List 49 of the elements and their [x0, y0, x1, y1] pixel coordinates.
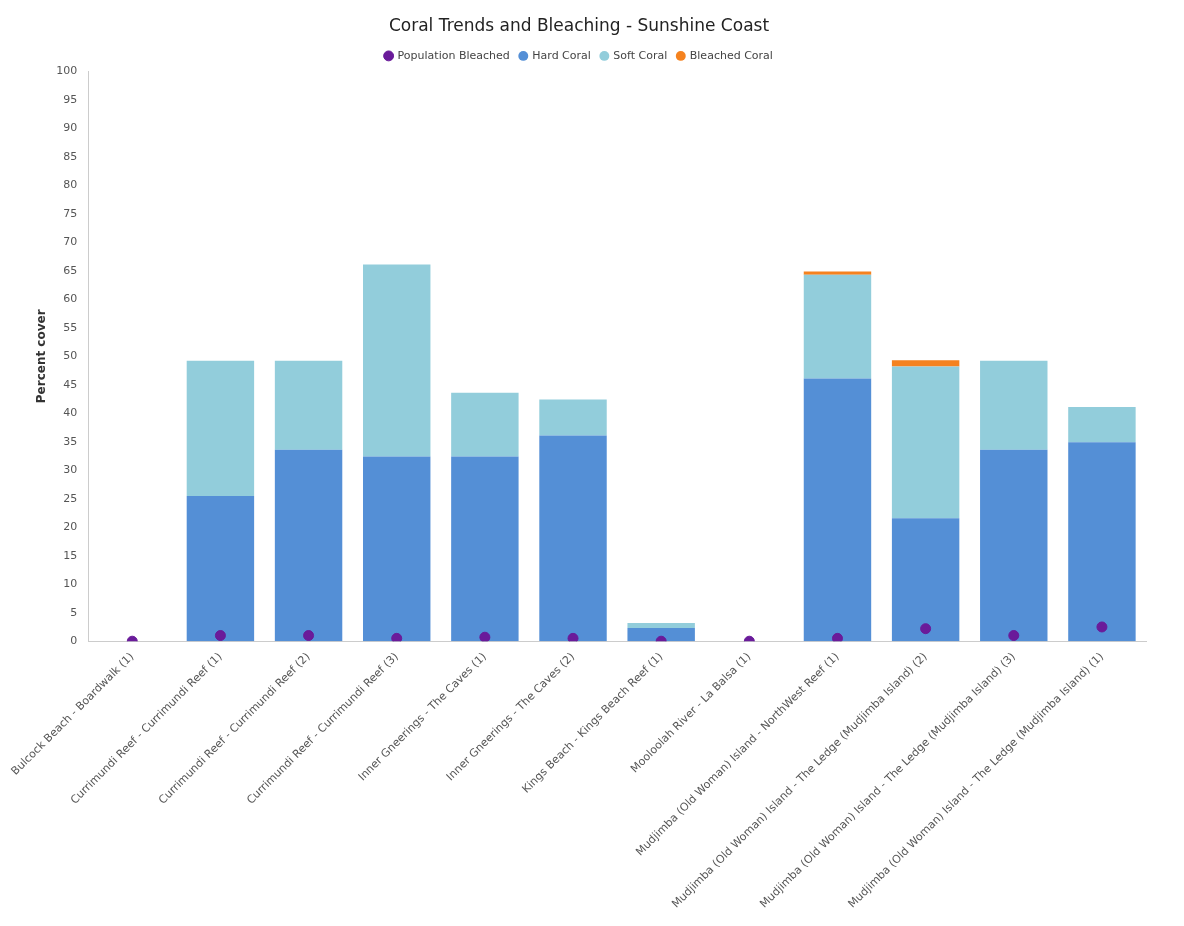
- legend-label: Soft Coral: [613, 48, 668, 62]
- legend-label: Population Bleached: [397, 48, 510, 62]
- bar: [186, 360, 255, 496]
- y-tick-label: 100: [56, 64, 78, 78]
- bar: [891, 360, 960, 367]
- bar: [1068, 407, 1136, 443]
- y-tick-label: 95: [63, 92, 78, 106]
- bar: [803, 274, 872, 379]
- y-tick-label: 60: [63, 292, 78, 306]
- y-tick-label: 80: [63, 178, 78, 192]
- y-tick-label: 55: [63, 320, 78, 334]
- y-tick-label: 5: [70, 605, 78, 619]
- bar: [1068, 442, 1136, 642]
- y-tick-label: 0: [70, 634, 78, 648]
- bar: [891, 518, 960, 642]
- y-tick-label: 15: [63, 548, 78, 562]
- bar: [539, 435, 607, 642]
- bar: [980, 449, 1048, 642]
- bar: [451, 392, 519, 457]
- bar: [980, 360, 1048, 450]
- y-tick-label: 20: [63, 520, 78, 534]
- chart-title: Coral Trends and Bleaching - Sunshine Coast: [388, 14, 770, 35]
- bar: [627, 628, 695, 642]
- y-tick-label: 35: [63, 434, 78, 448]
- bar: [891, 366, 960, 519]
- bar: [451, 456, 519, 642]
- y-tick-label: 10: [63, 577, 78, 591]
- bar: [539, 399, 607, 436]
- y-axis-title: Percent cover: [34, 309, 49, 404]
- bar: [627, 622, 695, 629]
- y-tick-label: 85: [63, 149, 78, 163]
- y-tick-label: 65: [63, 263, 78, 277]
- bar: [803, 271, 872, 275]
- y-tick-label: 25: [63, 491, 78, 505]
- y-tick-label: 70: [63, 235, 78, 249]
- y-tick-label: 50: [63, 349, 78, 363]
- y-tick-label: 40: [63, 406, 78, 420]
- bar: [363, 264, 431, 457]
- y-tick-label: 75: [63, 206, 78, 220]
- bar: [363, 456, 431, 642]
- bar: [274, 360, 343, 450]
- bar: [186, 495, 255, 642]
- y-tick-label: 90: [63, 121, 78, 135]
- legend-label: Hard Coral: [532, 48, 591, 62]
- y-tick-label: 45: [63, 377, 78, 391]
- bar: [274, 449, 343, 642]
- legend-label: Bleached Coral: [689, 48, 773, 62]
- y-tick-label: 30: [63, 463, 78, 477]
- bar: [803, 378, 872, 642]
